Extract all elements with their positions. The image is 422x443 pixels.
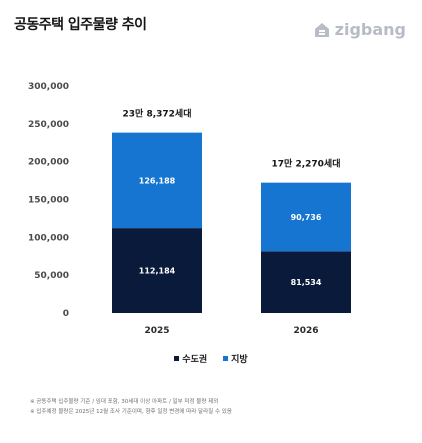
bar-segment	[112, 228, 202, 313]
legend-label-regional: 지방	[231, 355, 248, 365]
legend-swatch-regional	[223, 356, 229, 361]
legend-item-regional: 지방	[223, 352, 248, 365]
y-tick-label: 300,000	[28, 82, 69, 92]
bar-segment	[261, 251, 351, 313]
footnote-line: ※ 공동주택 입주물량 기준 / 임대 포함, 30세대 이상 아파트 / 일부…	[30, 399, 219, 405]
bar-total-label: 23만 8,372세대	[123, 108, 192, 120]
bar-segment	[112, 132, 202, 229]
segment-value-label: 126,188	[139, 176, 176, 185]
legend-item-capital: 수도권	[174, 352, 207, 365]
chart-title: 공동주택 입주물량 추이	[14, 17, 147, 33]
y-tick-label: 100,000	[28, 233, 69, 243]
x-category-label: 2026	[293, 326, 318, 336]
y-tick-label: 150,000	[28, 196, 69, 206]
y-tick-label: 50,000	[34, 271, 69, 281]
footnote-line: ※ 입주예정 물량은 2025년 12월 조사 기준이며, 향후 일정 변경에 …	[30, 409, 232, 415]
footnotes: ※ 공동주택 입주물량 기준 / 임대 포함, 30세대 이상 아파트 / 일부…	[30, 397, 410, 417]
bar-segment	[261, 182, 351, 252]
y-tick-label: 200,000	[28, 158, 69, 168]
zigbang-logo-icon	[314, 22, 329, 37]
bar-total-label: 17만 2,270세대	[272, 158, 341, 170]
legend-swatch-capital	[174, 356, 180, 361]
chart-legend: 수도권 지방	[0, 352, 422, 365]
brand-logo: zigbang	[314, 20, 406, 39]
y-tick-label: 0	[63, 309, 69, 319]
segment-value-label: 112,184	[139, 267, 176, 276]
x-category-label: 2025	[144, 326, 169, 336]
legend-label-capital: 수도권	[182, 355, 208, 365]
segment-value-label: 90,736	[291, 213, 322, 222]
brand-name: zigbang	[334, 20, 406, 39]
y-tick-label: 250,000	[28, 120, 69, 130]
segment-value-label: 81,534	[291, 278, 322, 287]
